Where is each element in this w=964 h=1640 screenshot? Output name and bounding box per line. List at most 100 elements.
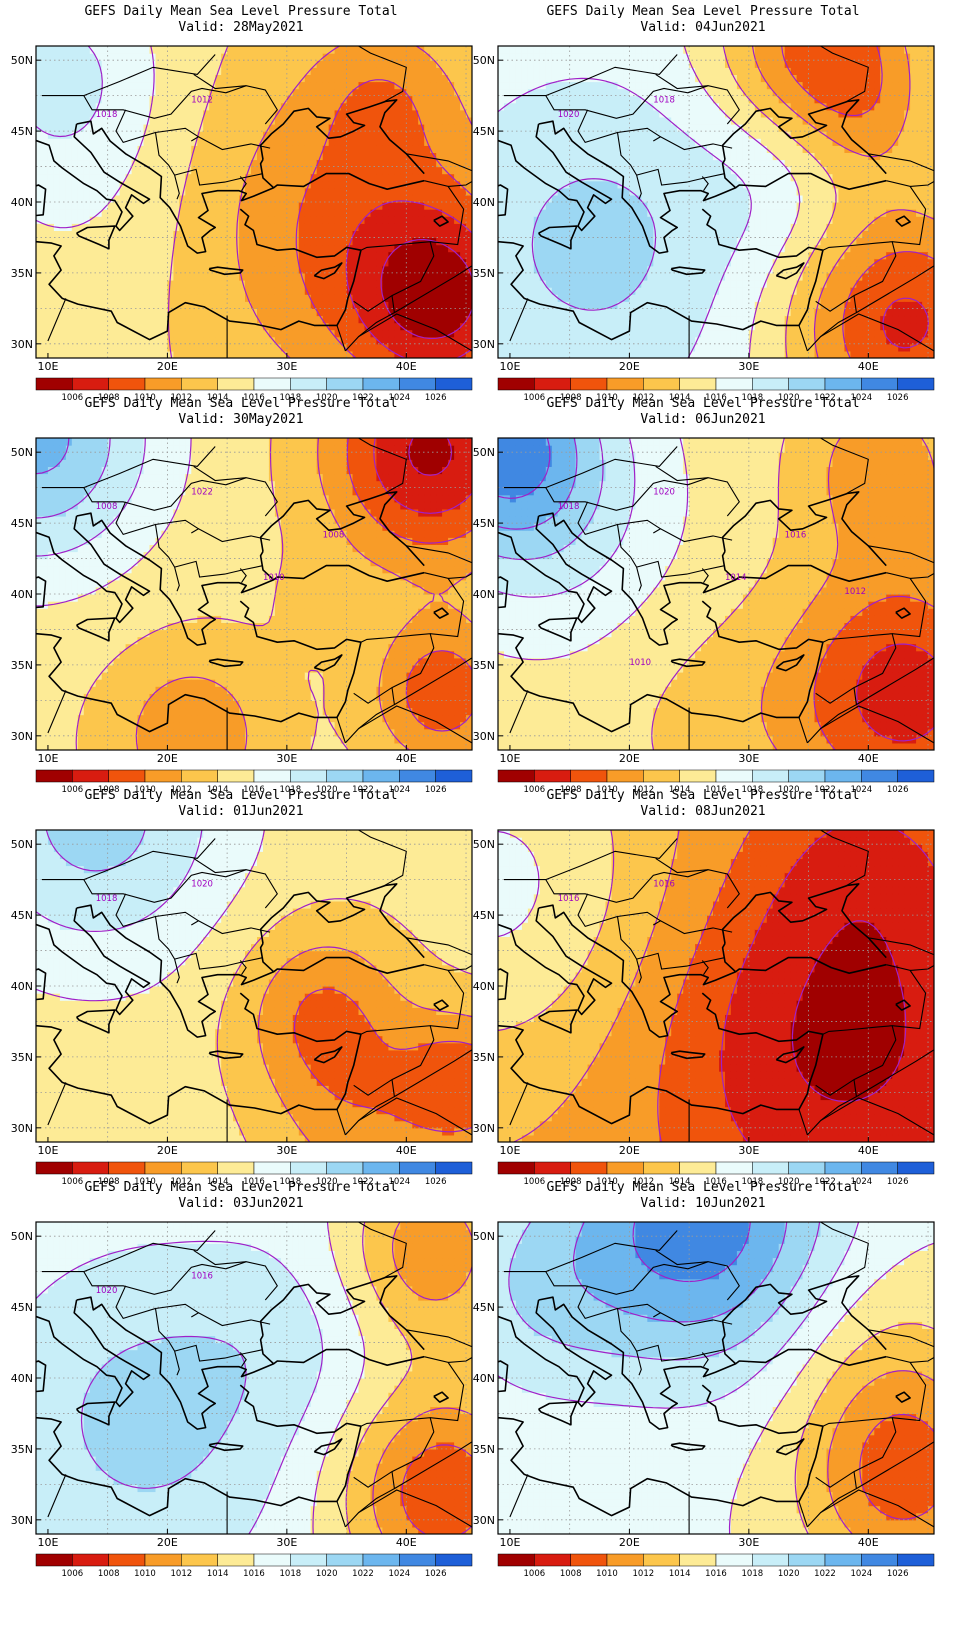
lon-tick-label: 20E bbox=[157, 360, 178, 373]
colorbar-label: 1014 bbox=[669, 393, 691, 403]
lon-tick-label: 40E bbox=[396, 752, 417, 765]
colorbar-label: 1018 bbox=[280, 785, 302, 795]
lon-tick-label: 40E bbox=[396, 1144, 417, 1157]
lat-tick-label: 30N bbox=[11, 730, 33, 743]
lon-tick-label: 40E bbox=[858, 1536, 879, 1549]
lat-tick-label: 40N bbox=[11, 588, 33, 601]
isobar-label: 1016 bbox=[558, 894, 580, 904]
lat-tick-label: 35N bbox=[11, 1443, 33, 1456]
lon-tick-label: 30E bbox=[738, 752, 759, 765]
graticule bbox=[36, 830, 472, 1142]
lon-tick-label: 20E bbox=[619, 360, 640, 373]
colorbar-label: 1014 bbox=[207, 1569, 229, 1579]
isobar-label: 1010 bbox=[263, 573, 285, 583]
colorbar-label: 1018 bbox=[280, 1569, 302, 1579]
colorbar-label: 1022 bbox=[352, 1569, 374, 1579]
colorbar: 1006 1008 1010 1012 1014 1016 1018 1020 1022 1024… bbox=[35, 769, 473, 795]
borders bbox=[42, 830, 472, 1142]
colorbar-label: 1006 bbox=[524, 1569, 546, 1579]
colorbar-label: 1016 bbox=[705, 1177, 727, 1187]
coastlines bbox=[36, 883, 449, 1125]
isobar-label: 1018 bbox=[653, 96, 675, 106]
colorbar-label: 1016 bbox=[705, 785, 727, 795]
pressure-fill bbox=[498, 830, 934, 1142]
colorbar-label: 1010 bbox=[134, 1177, 156, 1187]
colorbar-label: 1012 bbox=[633, 1177, 655, 1187]
colorbar-label: 1006 bbox=[62, 1177, 84, 1187]
isobar-label: 1018 bbox=[96, 110, 118, 120]
colorbar-label: 1026 bbox=[425, 393, 447, 403]
colorbar: 1006 1008 1010 1012 1014 1016 1018 1020 1022 1024… bbox=[497, 377, 935, 403]
panel-valid-date: Valid: 03Jun2021 bbox=[0, 1196, 482, 1212]
isobar-label: 1016 bbox=[785, 530, 807, 540]
isobars bbox=[36, 830, 472, 1142]
coastlines bbox=[36, 99, 449, 341]
lon-tick-label: 40E bbox=[858, 360, 879, 373]
lat-tick-label: 35N bbox=[11, 267, 33, 280]
panel-valid-date: Valid: 30May2021 bbox=[0, 412, 482, 428]
isobar-label: 1020 bbox=[558, 110, 580, 120]
isobar-label: 1022 bbox=[191, 488, 213, 498]
panel-title: GEFS Daily Mean Sea Level Pressure Total bbox=[0, 788, 482, 804]
lat-tick-label: 30N bbox=[473, 1514, 495, 1527]
colorbar-label: 1024 bbox=[389, 393, 411, 403]
pressure-fill bbox=[36, 46, 472, 358]
colorbar-label: 1022 bbox=[814, 1569, 836, 1579]
isobars bbox=[36, 1222, 472, 1534]
lat-tick-label: 30N bbox=[11, 1514, 33, 1527]
panel-title: GEFS Daily Mean Sea Level Pressure Total bbox=[0, 396, 482, 412]
lat-tick-label: 40N bbox=[11, 980, 33, 993]
graticule bbox=[498, 438, 934, 750]
lat-tick-label: 50N bbox=[473, 1230, 495, 1243]
isobars bbox=[36, 46, 472, 358]
panel-title: GEFS Daily Mean Sea Level Pressure Total bbox=[462, 1180, 944, 1196]
colorbar-label: 1008 bbox=[560, 1177, 582, 1187]
colorbar: 1006 1008 1010 1012 1014 1016 1018 1020 1022 1024… bbox=[35, 1161, 473, 1187]
lon-tick-label: 30E bbox=[276, 1144, 297, 1157]
lat-tick-label: 30N bbox=[11, 1122, 33, 1135]
colorbar-label: 1016 bbox=[705, 393, 727, 403]
map-panel: GEFS Daily Mean Sea Level Pressure Total… bbox=[462, 0, 944, 410]
lat-tick-label: 45N bbox=[473, 125, 495, 138]
lat-tick-label: 45N bbox=[11, 125, 33, 138]
lon-tick-label: 20E bbox=[619, 752, 640, 765]
colorbar-label: 1014 bbox=[669, 1569, 691, 1579]
lon-tick-label: 10E bbox=[499, 752, 520, 765]
lon-tick-label: 10E bbox=[499, 1536, 520, 1549]
colorbar-label: 1024 bbox=[851, 1569, 873, 1579]
colorbar-label: 1012 bbox=[171, 1177, 193, 1187]
lon-tick-label: 10E bbox=[37, 1536, 58, 1549]
colorbar-label: 1012 bbox=[171, 393, 193, 403]
colorbar: 1006 1008 1010 1012 1014 1016 1018 1020 1022 1024… bbox=[497, 1161, 935, 1187]
map-panel: GEFS Daily Mean Sea Level Pressure Total… bbox=[0, 392, 482, 802]
colorbar-label: 1020 bbox=[778, 785, 800, 795]
colorbar-label: 1020 bbox=[778, 1177, 800, 1187]
borders bbox=[42, 46, 472, 358]
colorbar-label: 1012 bbox=[633, 785, 655, 795]
lat-tick-label: 35N bbox=[473, 1443, 495, 1456]
pressure-fill bbox=[498, 1222, 934, 1534]
colorbar-label: 1024 bbox=[851, 393, 873, 403]
colorbar-label: 1022 bbox=[814, 393, 836, 403]
colorbar-label: 1010 bbox=[596, 1569, 618, 1579]
lon-tick-label: 30E bbox=[738, 1536, 759, 1549]
colorbar-label: 1016 bbox=[243, 393, 265, 403]
colorbar-label: 1008 bbox=[560, 393, 582, 403]
colorbar: 1006 1008 1010 1012 1014 1016 1018 1020 1022 1024… bbox=[35, 1553, 473, 1579]
colorbar-label: 1008 bbox=[560, 1569, 582, 1579]
colorbar-label: 1022 bbox=[352, 785, 374, 795]
isobar-label: 1012 bbox=[191, 96, 213, 106]
isobar-label: 1016 bbox=[191, 1272, 213, 1282]
lat-tick-label: 30N bbox=[473, 1122, 495, 1135]
lon-tick-label: 20E bbox=[157, 752, 178, 765]
colorbar-label: 1010 bbox=[596, 1177, 618, 1187]
colorbar: 1006 1008 1010 1012 1014 1016 1018 1020 1022 1024… bbox=[497, 1553, 935, 1579]
panel-title: GEFS Daily Mean Sea Level Pressure Total bbox=[0, 4, 482, 20]
colorbar-label: 1018 bbox=[742, 785, 764, 795]
colorbar-label: 1008 bbox=[98, 393, 120, 403]
lon-tick-label: 40E bbox=[396, 1536, 417, 1549]
colorbar-label: 1020 bbox=[316, 785, 338, 795]
